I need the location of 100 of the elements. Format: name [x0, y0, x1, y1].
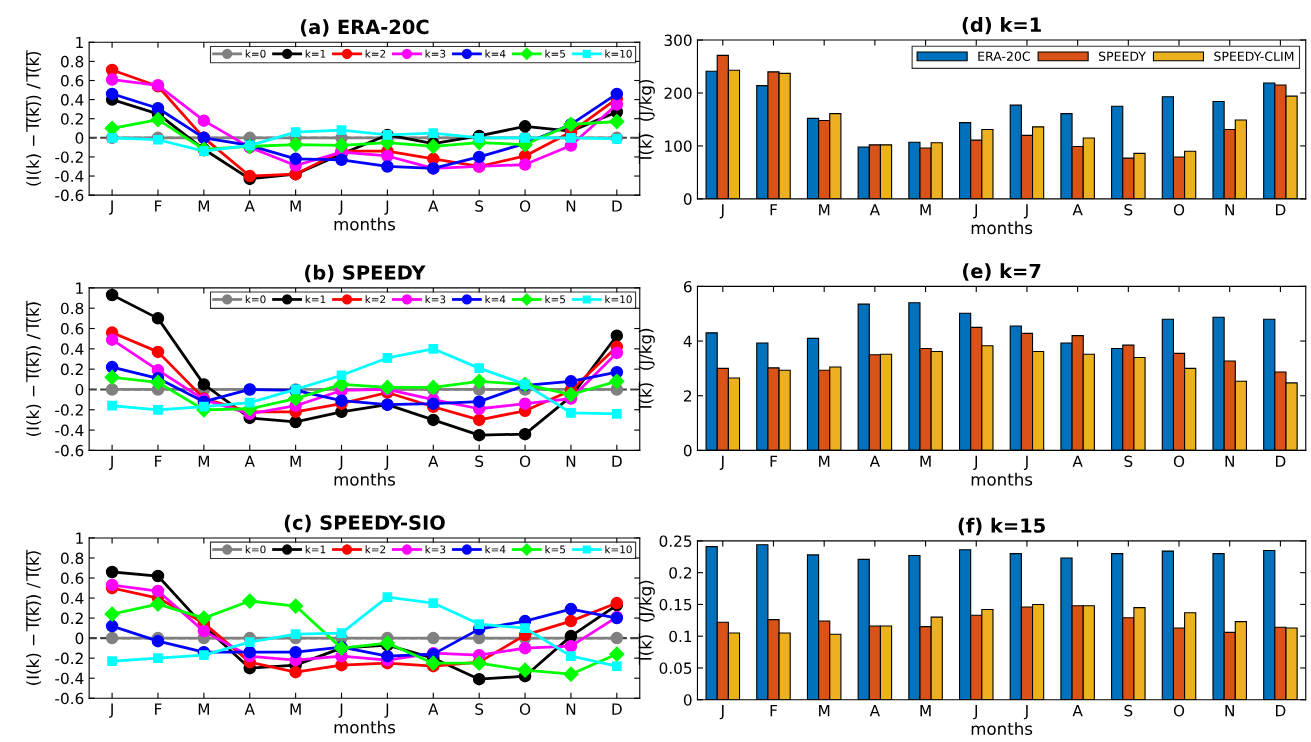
x-tick-label: D — [612, 200, 622, 212]
x-tick-label: J — [1023, 204, 1028, 219]
y-tick-label: 0 — [75, 383, 84, 396]
x-tick-label: M — [290, 200, 301, 212]
x-tick-label: M — [920, 204, 931, 216]
legend-label: k=1 — [305, 545, 326, 554]
x-tick-label: J — [109, 455, 113, 470]
y-tick-label: -0.6 — [55, 692, 84, 705]
x-tick-label: S — [1124, 704, 1133, 717]
y-tick-label: 0 — [683, 694, 692, 706]
legend-label: k=5 — [545, 49, 566, 58]
x-tick-label: M — [819, 705, 830, 717]
legend-label: k=10 — [605, 545, 632, 554]
x-tick-label: S — [475, 200, 484, 212]
x-tick-label: J — [719, 204, 724, 219]
chart-title: (f) k=15 — [958, 517, 1045, 536]
y-tick-label: 300 — [664, 34, 692, 47]
x-tick-label: A — [428, 703, 439, 715]
x-tick-label: A — [244, 455, 255, 467]
x-axis-title: months — [971, 221, 1033, 235]
y-axis-title: I̅(̅k̅)̅ (J/kg) — [638, 328, 655, 413]
x-tick-label: A — [869, 455, 880, 467]
y-tick-label: 1 — [76, 282, 83, 294]
y-tick-label: -0.2 — [55, 652, 83, 665]
x-tick-label: D — [612, 455, 622, 467]
x-tick-label: F — [770, 705, 777, 717]
y-tick-label: 200 — [664, 87, 692, 100]
y-tick-label: 0.6 — [61, 572, 84, 585]
y-tick-label: -0.4 — [55, 170, 84, 183]
x-tick-label: M — [920, 705, 931, 717]
legend-label: k=3 — [425, 49, 446, 58]
y-tick-label: -0.6 — [55, 189, 84, 202]
x-tick-label: O — [519, 200, 531, 212]
y-axis-title: I̅(̅k̅)̅ (J/kg) — [638, 580, 655, 665]
x-axis-title: months — [334, 720, 396, 734]
x-tick-label: J — [384, 455, 389, 470]
legend-label: k=2 — [365, 295, 386, 304]
x-tick-label: J — [1023, 455, 1028, 470]
x-tick-label: J — [719, 455, 724, 470]
x-tick-label: M — [198, 455, 209, 467]
y-tick-label: 6 — [683, 280, 692, 293]
legend-label: k=5 — [545, 295, 566, 304]
chart-title: (e) k=7 — [963, 263, 1041, 281]
y-tick-label: 0.6 — [61, 74, 84, 87]
x-tick-label: M — [198, 200, 209, 212]
x-tick-label: J — [1023, 705, 1028, 720]
chart-title: (d) k=1 — [962, 16, 1041, 35]
x-tick-label: N — [1225, 204, 1234, 216]
x-tick-label: A — [1072, 705, 1083, 717]
y-tick-label: 0.2 — [61, 113, 83, 125]
x-tick-label: J — [719, 705, 724, 720]
x-tick-label: N — [1225, 455, 1234, 467]
legend-label: k=10 — [605, 295, 632, 304]
x-tick-label: N — [1225, 705, 1234, 717]
chart-title: (a) ERA-20C — [300, 19, 429, 37]
y-tick-label: 1 — [76, 36, 83, 49]
legend-label: k=0 — [245, 49, 266, 58]
y-tick-label: 0.8 — [61, 552, 84, 565]
y-tick-label: 0 — [75, 632, 84, 645]
chart-title: (b) SPEEDY — [305, 264, 426, 283]
x-tick-label: A — [428, 200, 439, 212]
x-tick-label: A — [1072, 455, 1083, 467]
y-tick-label: 0 — [75, 132, 84, 144]
y-tick-label: 0.8 — [61, 302, 84, 315]
y-tick-label: 0 — [683, 193, 692, 205]
x-tick-label: J — [973, 204, 978, 219]
y-tick-label: 0.4 — [61, 94, 84, 106]
x-tick-label: F — [770, 455, 777, 467]
legend-label: k=0 — [245, 295, 266, 304]
y-tick-label: 0.15 — [659, 598, 692, 611]
x-tick-label: F — [155, 455, 162, 467]
legend-label: k=4 — [485, 545, 506, 554]
y-axis-title: (I(k) − I̅(̅k̅)̅) / I̅(̅k̅)̅ — [26, 50, 42, 186]
legend-label: k=1 — [305, 295, 326, 304]
y-tick-label: 0 — [683, 444, 692, 457]
legend-label: k=10 — [605, 49, 632, 58]
y-tick-label: 2 — [683, 390, 692, 402]
x-tick-label: J — [384, 200, 389, 215]
legend-label: k=3 — [425, 295, 446, 304]
y-axis-title: I̅(̅k̅)̅ (J/kg) — [638, 79, 655, 165]
y-tick-label: -0.6 — [55, 444, 84, 457]
x-tick-label: O — [519, 455, 531, 468]
x-tick-label: A — [869, 705, 880, 717]
y-tick-label: 100 — [665, 140, 692, 152]
y-axis-title: (I(k) − I̅(̅k̅)̅) / I̅(̅k̅)̅ — [26, 300, 42, 436]
y-tick-label: 4 — [683, 335, 692, 347]
legend-label: k=5 — [545, 545, 566, 554]
y-tick-label: 0.1 — [669, 630, 692, 643]
x-tick-label: D — [612, 703, 622, 715]
x-tick-label: J — [338, 200, 343, 215]
legend-label: k=2 — [365, 545, 386, 554]
x-tick-label: S — [1124, 455, 1133, 468]
y-tick-label: -0.2 — [55, 404, 83, 416]
x-axis-title: months — [334, 217, 396, 231]
legend-label: SPEEDY — [1098, 51, 1146, 61]
x-tick-label: M — [290, 455, 301, 467]
x-tick-label: O — [519, 703, 531, 715]
x-tick-label: D — [1276, 204, 1286, 216]
x-tick-label: O — [1173, 203, 1185, 216]
y-tick-label: 0.25 — [659, 535, 692, 547]
